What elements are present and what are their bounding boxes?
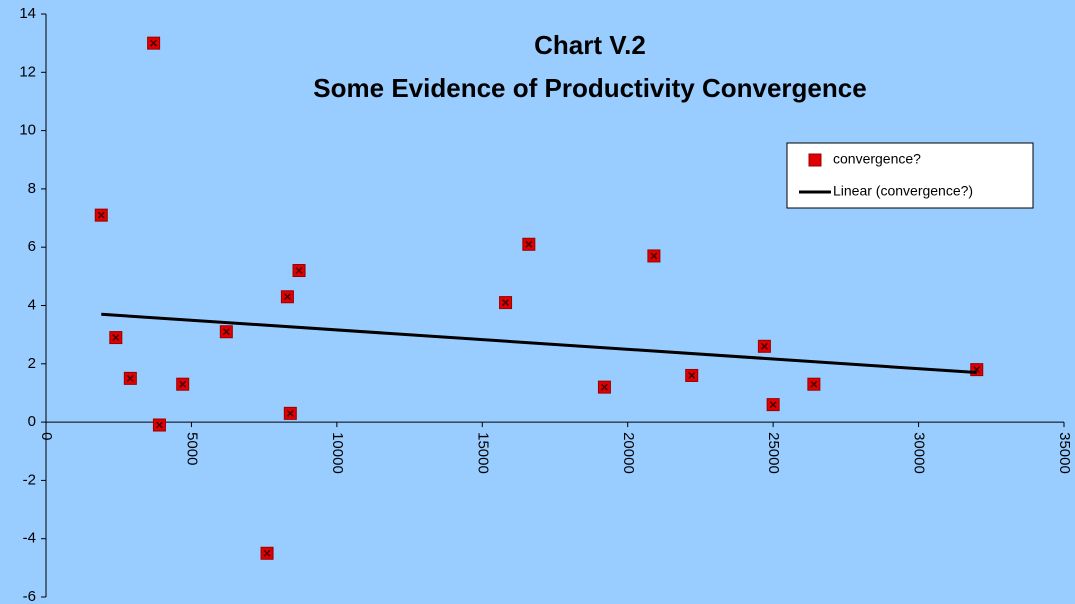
y-tick-label: 12	[19, 63, 36, 80]
x-tick-label: 20000	[620, 432, 637, 474]
legend-label: convergence?	[833, 151, 921, 167]
marker-cross	[502, 299, 510, 307]
legend-box	[786, 142, 1034, 209]
marker-cross	[650, 252, 658, 260]
x-tick-label: 10000	[329, 432, 346, 474]
y-tick-label: 10	[19, 122, 36, 139]
marker-cross	[525, 240, 533, 248]
marker-cross	[688, 371, 696, 379]
marker-cross	[126, 374, 134, 382]
marker-cross	[286, 409, 294, 417]
y-tick-label: 0	[28, 413, 36, 430]
chart-subtitle: Some Evidence of Productivity Convergenc…	[313, 73, 866, 103]
marker-cross	[112, 334, 120, 342]
y-tick-label: 4	[28, 296, 36, 313]
y-tick-label: -2	[23, 471, 36, 488]
y-tick-label: 14	[19, 5, 36, 22]
trend-line	[101, 312, 977, 375]
x-tick-label: 5000	[183, 432, 200, 465]
legend-label: Linear (convergence?)	[833, 183, 973, 199]
y-tick-label: -4	[23, 530, 36, 547]
x-tick-label: 15000	[474, 432, 491, 474]
x-tick-label: 25000	[765, 432, 782, 474]
marker-cross	[760, 342, 768, 350]
marker-cross	[600, 383, 608, 391]
y-tick-label: 8	[28, 180, 36, 197]
marker-cross	[810, 380, 818, 388]
marker-cross	[769, 401, 777, 409]
marker-cross	[263, 549, 271, 557]
legend-marker	[808, 153, 822, 167]
marker-cross	[283, 293, 291, 301]
marker-cross	[155, 421, 163, 429]
x-tick-label: 35000	[1056, 432, 1073, 474]
x-tick-label: 0	[38, 432, 55, 440]
y-tick-label: 2	[28, 355, 36, 372]
marker-cross	[97, 211, 105, 219]
marker-cross	[179, 380, 187, 388]
marker-cross	[295, 266, 303, 275]
marker-cross	[150, 39, 158, 47]
y-tick-label: 6	[28, 238, 36, 255]
y-tick-label: -6	[23, 588, 36, 604]
x-tick-label: 30000	[911, 432, 928, 474]
chart-title: Chart V.2	[534, 30, 646, 60]
marker-cross	[222, 328, 230, 336]
